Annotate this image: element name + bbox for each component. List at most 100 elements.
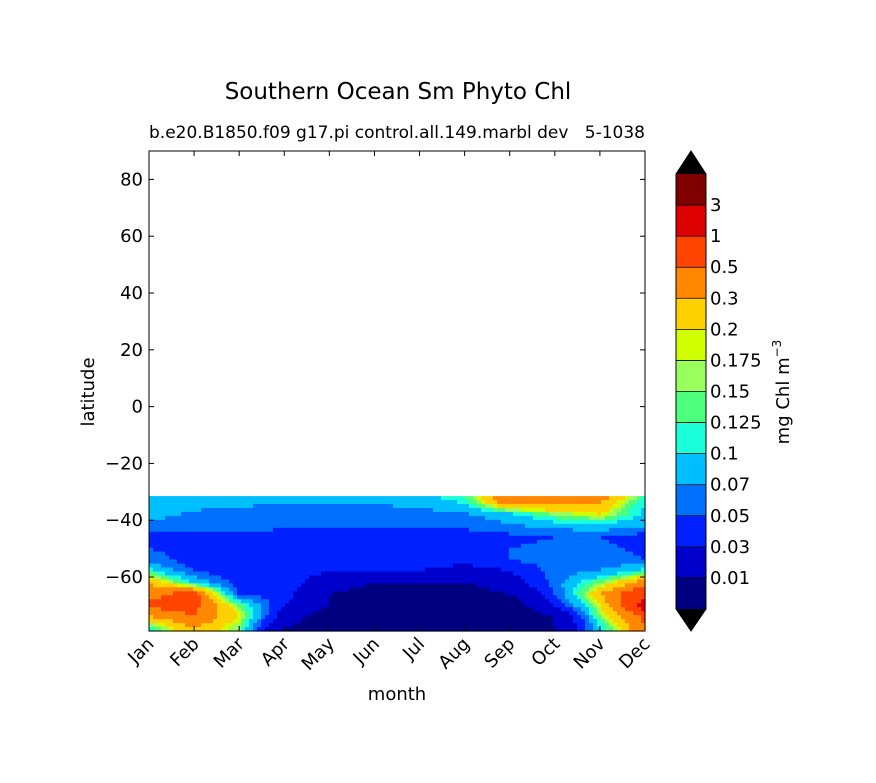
contour-cell <box>385 619 390 624</box>
contour-cell <box>561 575 566 581</box>
contour-cell <box>321 575 326 581</box>
contour-cell <box>465 587 470 592</box>
contour-cell <box>501 587 506 592</box>
contour-cell <box>157 543 162 549</box>
contour-cell <box>205 627 210 632</box>
contour-cell <box>517 531 522 537</box>
contour-cell <box>357 504 362 509</box>
contour-cell <box>309 591 314 596</box>
contour-cell <box>433 627 438 632</box>
contour-cell <box>237 623 242 628</box>
contour-cell <box>261 607 266 612</box>
contour-cell <box>493 591 498 596</box>
contour-cell <box>257 575 262 581</box>
contour-cell <box>205 511 210 517</box>
contour-cell <box>565 619 570 624</box>
contour-cell <box>325 523 330 529</box>
contour-cell <box>189 539 194 545</box>
contour-cell <box>385 555 390 561</box>
contour-cell <box>173 559 178 565</box>
contour-cell <box>597 500 602 505</box>
contour-cell <box>393 547 398 553</box>
contour-cell <box>349 511 354 517</box>
contour-cell <box>369 591 374 596</box>
contour-cell <box>205 575 210 581</box>
contour-cell <box>381 559 386 565</box>
contour-cell <box>317 575 322 581</box>
contour-cell <box>173 519 178 525</box>
contour-cell <box>181 591 186 596</box>
contour-cell <box>601 563 606 569</box>
contour-cell <box>233 619 238 624</box>
contour-cell <box>217 587 222 592</box>
contour-cell <box>217 500 222 505</box>
contour-cell <box>417 623 422 628</box>
contour-cell <box>381 515 386 521</box>
contour-cell <box>425 527 430 533</box>
contour-cell <box>309 575 314 581</box>
contour-cell <box>301 591 306 596</box>
contour-cell <box>185 575 190 581</box>
contour-cell <box>621 575 626 581</box>
contour-cell <box>525 547 530 553</box>
contour-cell <box>497 583 502 588</box>
contour-cell <box>389 615 394 620</box>
contour-cell <box>461 571 466 577</box>
contour-cell <box>345 511 350 517</box>
contour-cell <box>393 591 398 596</box>
contour-cell <box>421 515 426 521</box>
contour-cell <box>257 539 262 545</box>
contour-cell <box>481 619 486 624</box>
contour-cell <box>325 555 330 561</box>
contour-cell <box>193 603 198 608</box>
contour-cell <box>269 623 274 628</box>
contour-cell <box>233 611 238 616</box>
contour-cell <box>209 583 214 588</box>
contour-cell <box>413 500 418 505</box>
contour-cell <box>409 627 414 632</box>
contour-cell <box>173 571 178 577</box>
contour-cell <box>165 496 170 501</box>
contour-cell <box>565 559 570 565</box>
contour-cell <box>505 575 510 581</box>
contour-cell <box>453 615 458 620</box>
contour-cell <box>229 543 234 549</box>
contour-cell <box>613 623 618 628</box>
contour-cell <box>241 547 246 553</box>
contour-cell <box>537 611 542 616</box>
contour-cell <box>289 619 294 624</box>
contour-cell <box>317 619 322 624</box>
contour-cell <box>149 539 154 545</box>
contour-cell <box>409 571 414 577</box>
contour-cell <box>257 619 262 624</box>
contour-cell <box>213 555 218 561</box>
contour-cell <box>249 523 254 529</box>
contour-cell <box>285 607 290 612</box>
contour-cell <box>321 595 326 600</box>
contour-cell <box>173 619 178 624</box>
contour-cell <box>441 523 446 529</box>
contour-cell <box>621 535 626 541</box>
contour-cell <box>501 519 506 525</box>
colorbar-tick-label: 0.05 <box>710 506 750 527</box>
contour-cell <box>177 551 182 557</box>
contour-cell <box>633 559 638 565</box>
contour-cell <box>333 595 338 600</box>
contour-cell <box>157 603 162 608</box>
contour-cell <box>293 507 298 513</box>
contour-cell <box>517 619 522 624</box>
contour-cell <box>373 571 378 577</box>
contour-cell <box>281 496 286 501</box>
contour-cell <box>177 507 182 513</box>
colorbar-label-exponent: −3 <box>770 340 784 358</box>
contour-cell <box>161 511 166 517</box>
contour-cell <box>157 583 162 588</box>
contour-cell <box>413 496 418 501</box>
contour-cell <box>161 583 166 588</box>
contour-cell <box>525 627 530 632</box>
contour-cell <box>433 571 438 577</box>
contour-cell <box>529 515 534 521</box>
contour-cell <box>305 519 310 525</box>
contour-cell <box>389 559 394 565</box>
plot-frame <box>148 150 646 632</box>
